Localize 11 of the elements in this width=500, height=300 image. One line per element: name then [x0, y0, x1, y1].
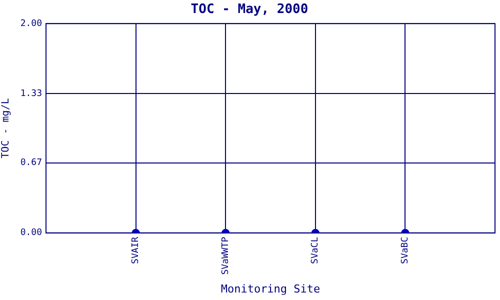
y-tick-label: 0.67	[20, 158, 42, 168]
x-tick-label: SVaWWTP	[220, 236, 231, 275]
y-tick-label: 1.33	[20, 89, 42, 100]
x-tick-label: SVaCL	[310, 236, 321, 264]
x-tick-label: SVaBC	[400, 236, 411, 264]
x-axis-title: Monitoring Site	[220, 282, 320, 296]
y-tick-label: 0.00	[20, 228, 42, 238]
chart-title: TOC - May, 2000	[190, 2, 308, 18]
x-tick-label: SVAIR	[131, 236, 142, 264]
y-tick-label: 2.00	[20, 18, 42, 29]
y-axis-title: TOC - mg/L	[0, 98, 12, 158]
